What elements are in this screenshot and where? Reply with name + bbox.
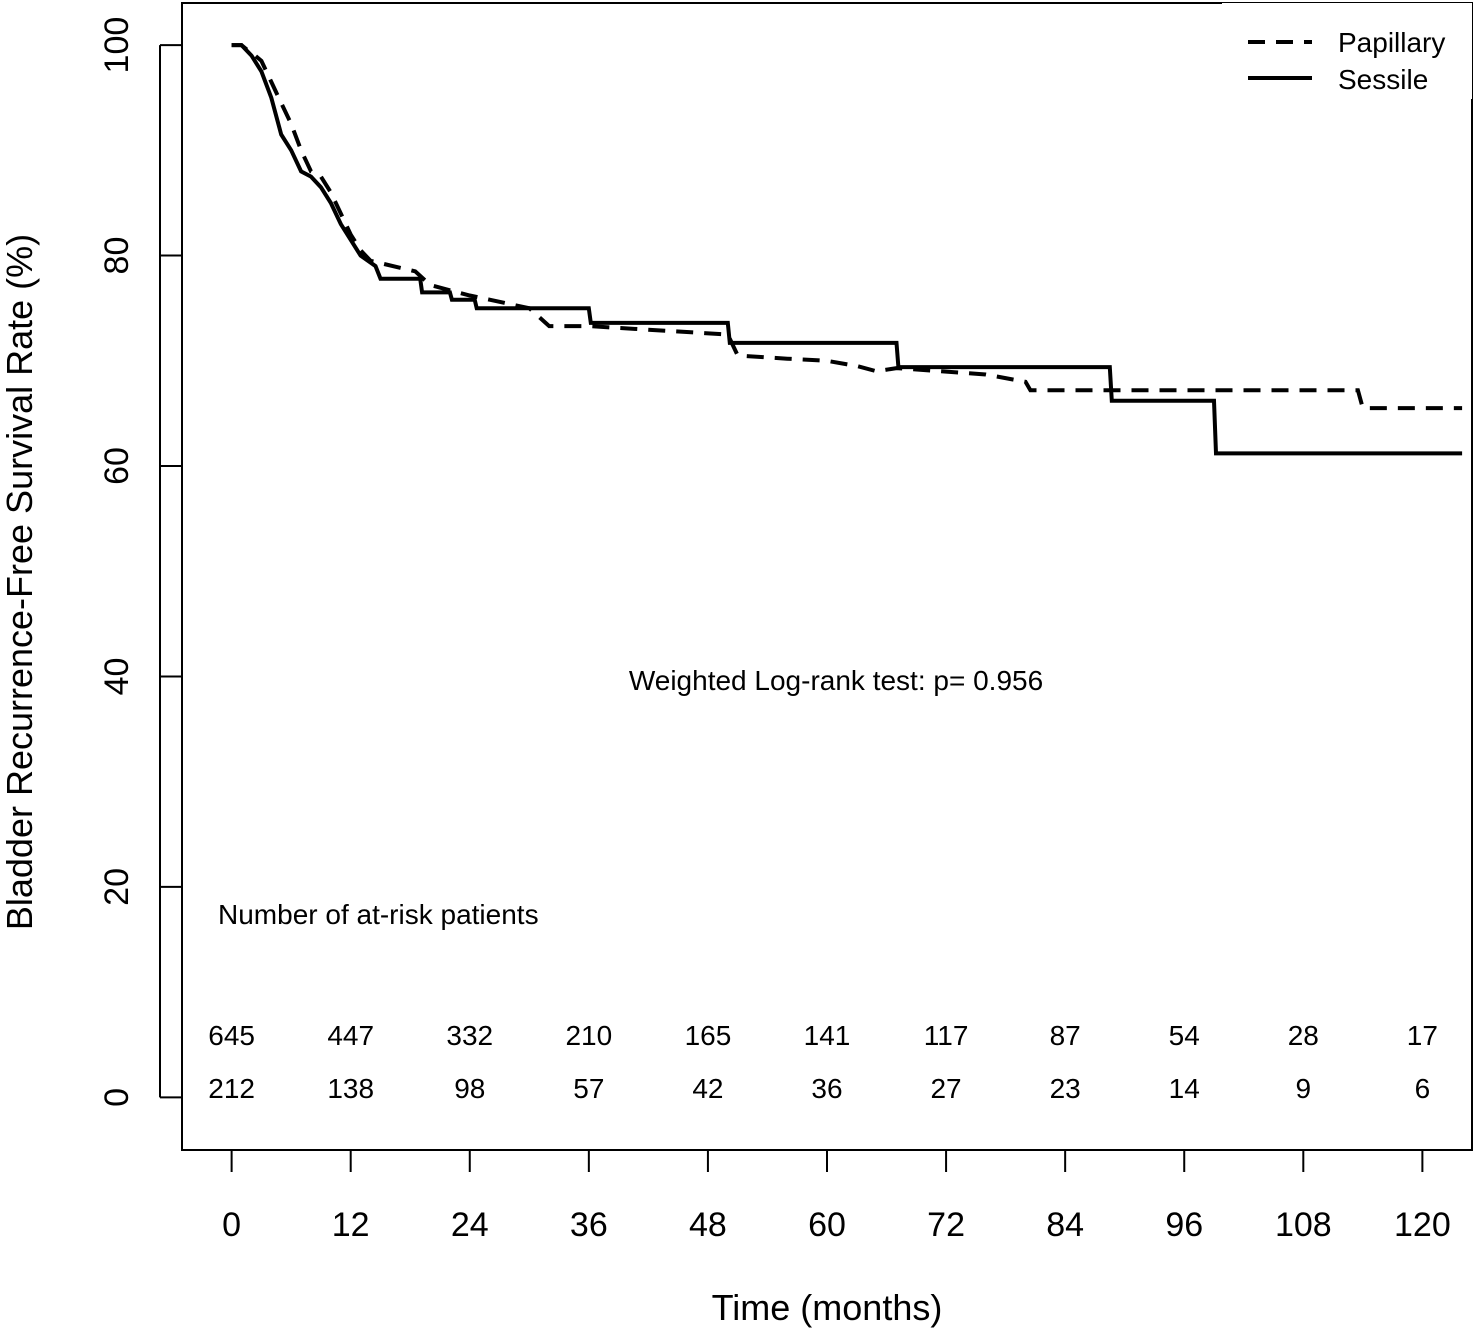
at-risk-value-sessile: 212 (208, 1073, 255, 1104)
survival-curves (231, 43, 1463, 456)
at-risk-value-sessile: 57 (573, 1073, 604, 1104)
at-risk-value-sessile: 138 (327, 1073, 374, 1104)
x-tick-label: 36 (570, 1206, 608, 1244)
at-risk-value-sessile: 9 (1296, 1073, 1312, 1104)
x-axis-title: Time (months) (712, 1287, 943, 1328)
at-risk-value-sessile: 42 (692, 1073, 723, 1104)
y-tick-label: 100 (98, 17, 136, 74)
at-risk-value-papillary: 87 (1050, 1020, 1081, 1051)
x-tick-label: 60 (808, 1206, 846, 1244)
y-axis-title: Bladder Recurrence-Free Survival Rate (%… (0, 234, 40, 930)
y-tick-label: 60 (98, 447, 136, 485)
legend-label-papillary: Papillary (1338, 27, 1445, 58)
at-risk-value-papillary: 117 (924, 1020, 969, 1051)
x-tick-label: 96 (1165, 1206, 1203, 1244)
at-risk-value-papillary: 165 (685, 1020, 732, 1051)
at-risk-value-sessile: 36 (811, 1073, 842, 1104)
x-axis: 0 12 24 36 48 60 72 84 96 108 120 (222, 1149, 1451, 1244)
at-risk-value-sessile: 6 (1415, 1073, 1431, 1104)
y-tick-label: 0 (98, 1088, 136, 1107)
y-tick-label: 80 (98, 237, 136, 275)
x-tick-label: 120 (1394, 1206, 1451, 1244)
legend: Papillary Sessile (1222, 3, 1472, 99)
legend-label-sessile: Sessile (1338, 64, 1428, 95)
at-risk-heading: Number of at-risk patients (218, 899, 539, 930)
at-risk-value-sessile: 23 (1050, 1073, 1081, 1104)
x-tick-label: 12 (332, 1206, 370, 1244)
x-tick-label: 48 (689, 1206, 727, 1244)
at-risk-value-sessile: 27 (930, 1073, 961, 1104)
at-risk-value-sessile: 98 (454, 1073, 485, 1104)
x-tick-label: 24 (451, 1206, 489, 1244)
y-tick-label: 20 (98, 868, 136, 906)
y-axis: 0 20 40 60 80 100 (98, 17, 182, 1107)
at-risk-value-sessile: 14 (1169, 1073, 1200, 1104)
at-risk-table: 645 447 332 210 165 141 117 87 54 28 17 212 138 98 57 4… (208, 1020, 1438, 1104)
at-risk-value-papillary: 332 (446, 1020, 493, 1051)
at-risk-value-papillary: 645 (208, 1020, 255, 1051)
at-risk-value-papillary: 28 (1288, 1020, 1319, 1051)
at-risk-value-papillary: 447 (327, 1020, 374, 1051)
at-risk-value-papillary: 210 (565, 1020, 612, 1051)
at-risk-value-papillary: 141 (804, 1020, 851, 1051)
x-tick-label: 72 (927, 1206, 965, 1244)
x-tick-label: 84 (1046, 1206, 1084, 1244)
log-rank-annotation: Weighted Log-rank test: p= 0.956 (629, 665, 1043, 696)
x-tick-label: 0 (222, 1206, 241, 1244)
y-tick-label: 40 (98, 658, 136, 696)
at-risk-value-papillary: 54 (1169, 1020, 1200, 1051)
series-line-papillary (231, 43, 1463, 411)
plot-frame (181, 2, 1473, 1151)
legend-box (1222, 3, 1472, 99)
at-risk-value-papillary: 17 (1407, 1020, 1438, 1051)
series-line-sessile (231, 43, 1463, 456)
x-tick-label: 108 (1275, 1206, 1332, 1244)
